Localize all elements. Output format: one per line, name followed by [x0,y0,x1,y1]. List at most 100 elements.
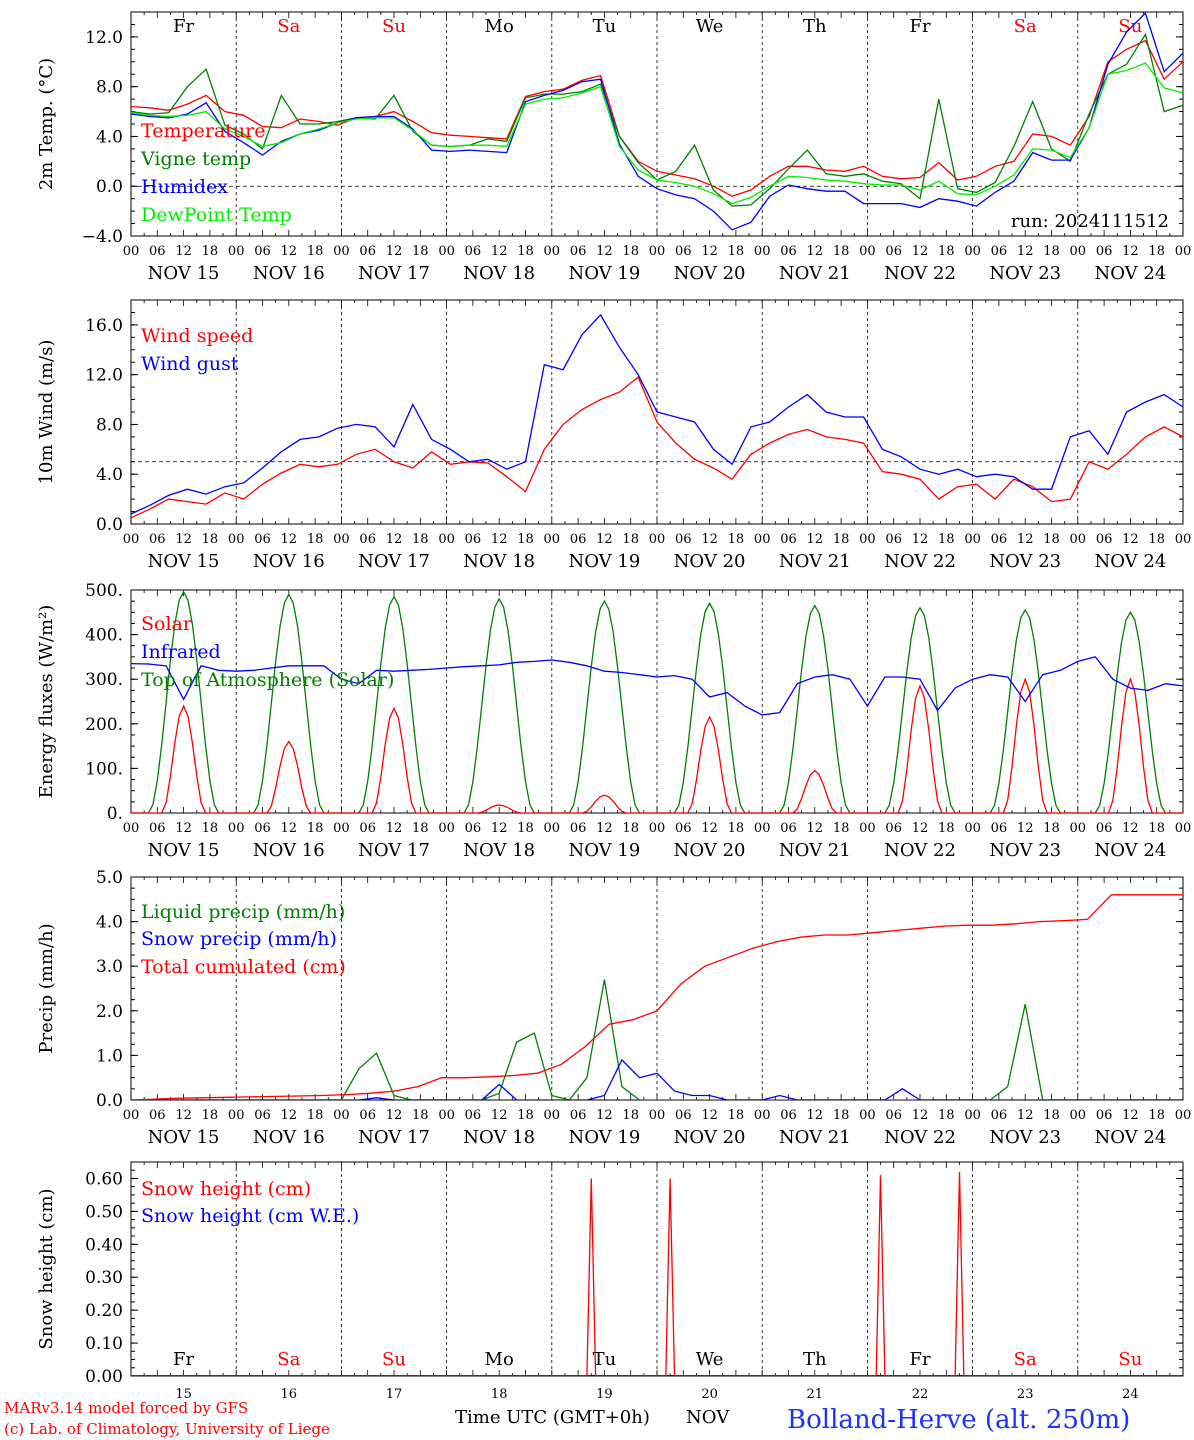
day-name-label: Su [1118,16,1142,37]
hour-tick-label: 18 [728,244,745,259]
hour-tick-label: 12 [386,821,403,836]
hour-tick-label: 00 [964,1108,981,1123]
plot-area [131,1171,1183,1376]
date-label: NOV 20 [674,551,746,572]
hour-tick-label: 18 [307,244,324,259]
hour-tick-label: 00 [859,1108,876,1123]
day-name-label: Th [803,1349,827,1370]
hour-tick-label: 00 [649,1108,666,1123]
hour-tick-label: 12 [807,532,824,547]
hour-tick-label: 18 [202,244,219,259]
y-axis-label: Energy fluxes (W/m²) [36,605,57,799]
series-line-temperature [131,39,1183,197]
date-label: NOV 20 [674,263,746,284]
hour-tick-label: 12 [281,821,298,836]
hour-tick-label: 00 [649,532,666,547]
hour-tick-label: 12 [281,244,298,259]
hour-tick-label: 12 [491,244,508,259]
hour-tick-label: 00 [123,821,140,836]
legend-entry: Wind speed [141,325,253,347]
legend-entry: Wind gust [141,353,239,375]
hour-tick-label: 00 [859,821,876,836]
hour-tick-label: 12 [701,532,718,547]
series-line-wind-speed [131,376,1183,519]
y-tick-label: 0. [107,804,123,824]
hour-tick-label: 06 [675,244,692,259]
y-tick-label: 0.0 [96,1091,123,1111]
hour-tick-label: 12 [807,244,824,259]
hour-tick-label: 06 [1096,821,1113,836]
hour-tick-label: 00 [544,532,561,547]
date-label: NOV 20 [674,840,746,861]
hour-tick-label: 18 [1148,532,1165,547]
hour-tick-label: 06 [254,532,271,547]
hour-tick-label: 18 [833,244,850,259]
hour-tick-label: 00 [649,244,666,259]
hour-tick-label: 00 [754,821,771,836]
legend-entry: DewPoint Temp [141,204,292,226]
date-label: NOV 17 [358,263,430,284]
day-name-label: Su [382,16,406,37]
series-line-snow-height [131,1171,1183,1376]
hour-tick-label: 12 [491,1108,508,1123]
y-tick-label: 4.0 [96,127,123,147]
hour-tick-label: 18 [728,1108,745,1123]
date-label: NOV 15 [148,1127,220,1148]
series-line-toa [131,590,1183,813]
date-label: NOV 19 [568,551,640,572]
plot-area [131,894,1183,1100]
day-name-label: Fr [909,16,930,37]
hour-tick-label: 06 [570,532,587,547]
date-label: NOV 19 [568,840,640,861]
date-label: NOV 15 [148,840,220,861]
hour-tick-label: 18 [938,532,955,547]
hour-tick-label: 12 [175,532,192,547]
hour-tick-label: 18 [517,532,534,547]
hour-tick-label: 12 [1122,821,1139,836]
date-label: NOV 21 [779,551,851,572]
hour-tick-label: 06 [675,1108,692,1123]
y-tick-label: 0.60 [85,1169,123,1189]
hour-tick-label: 12 [175,1108,192,1123]
day-name-label: We [696,16,724,37]
hour-tick-label: 06 [254,1108,271,1123]
run-label: run: 2024111512 [1011,211,1169,232]
day-name-label: Sa [1014,1349,1037,1370]
hour-tick-label: 18 [938,1108,955,1123]
day-name-label: Sa [1014,16,1037,37]
hour-tick-label: 00 [754,532,771,547]
hour-tick-label: 00 [438,244,455,259]
hour-tick-label: 18 [833,532,850,547]
hour-tick-label: 00 [228,244,245,259]
hour-tick-label: 06 [991,532,1008,547]
hour-tick-label: 18 [622,1108,639,1123]
y-tick-label: 0.40 [85,1235,123,1255]
hour-tick-label: 18 [938,244,955,259]
day-number-label: 17 [386,1387,403,1402]
hour-tick-label: 00 [228,821,245,836]
hour-tick-label: 12 [701,244,718,259]
hour-tick-label: 00 [964,532,981,547]
y-tick-label: 0.50 [85,1202,123,1222]
hour-tick-label: 12 [491,532,508,547]
hour-tick-label: 18 [622,532,639,547]
y-tick-label: 0.20 [85,1301,123,1321]
hour-tick-label: 06 [254,821,271,836]
hour-tick-label: 12 [912,1108,929,1123]
hour-tick-label: 00 [1070,821,1087,836]
hour-tick-label: 06 [675,532,692,547]
hour-tick-label: 06 [359,1108,376,1123]
hour-tick-label: 00 [333,532,350,547]
hour-tick-label: 12 [701,1108,718,1123]
hour-tick-label: 12 [1017,532,1034,547]
y-tick-label: 0.10 [85,1334,123,1354]
hour-tick-label: 12 [1122,244,1139,259]
panel-4: 0.0 1.0 2.0 3.0 4.0 5.0 Precip (mm/h) 00 06 12 18 0… [36,868,1191,1148]
date-label: NOV 22 [884,263,956,284]
series-line-wind-gust [131,313,1183,515]
date-label: NOV 15 [148,263,220,284]
hour-tick-label: 00 [438,821,455,836]
series-line-total-cumulated-cm- [131,894,1183,1100]
date-label: NOV 21 [779,263,851,284]
hour-tick-label: 06 [254,244,271,259]
